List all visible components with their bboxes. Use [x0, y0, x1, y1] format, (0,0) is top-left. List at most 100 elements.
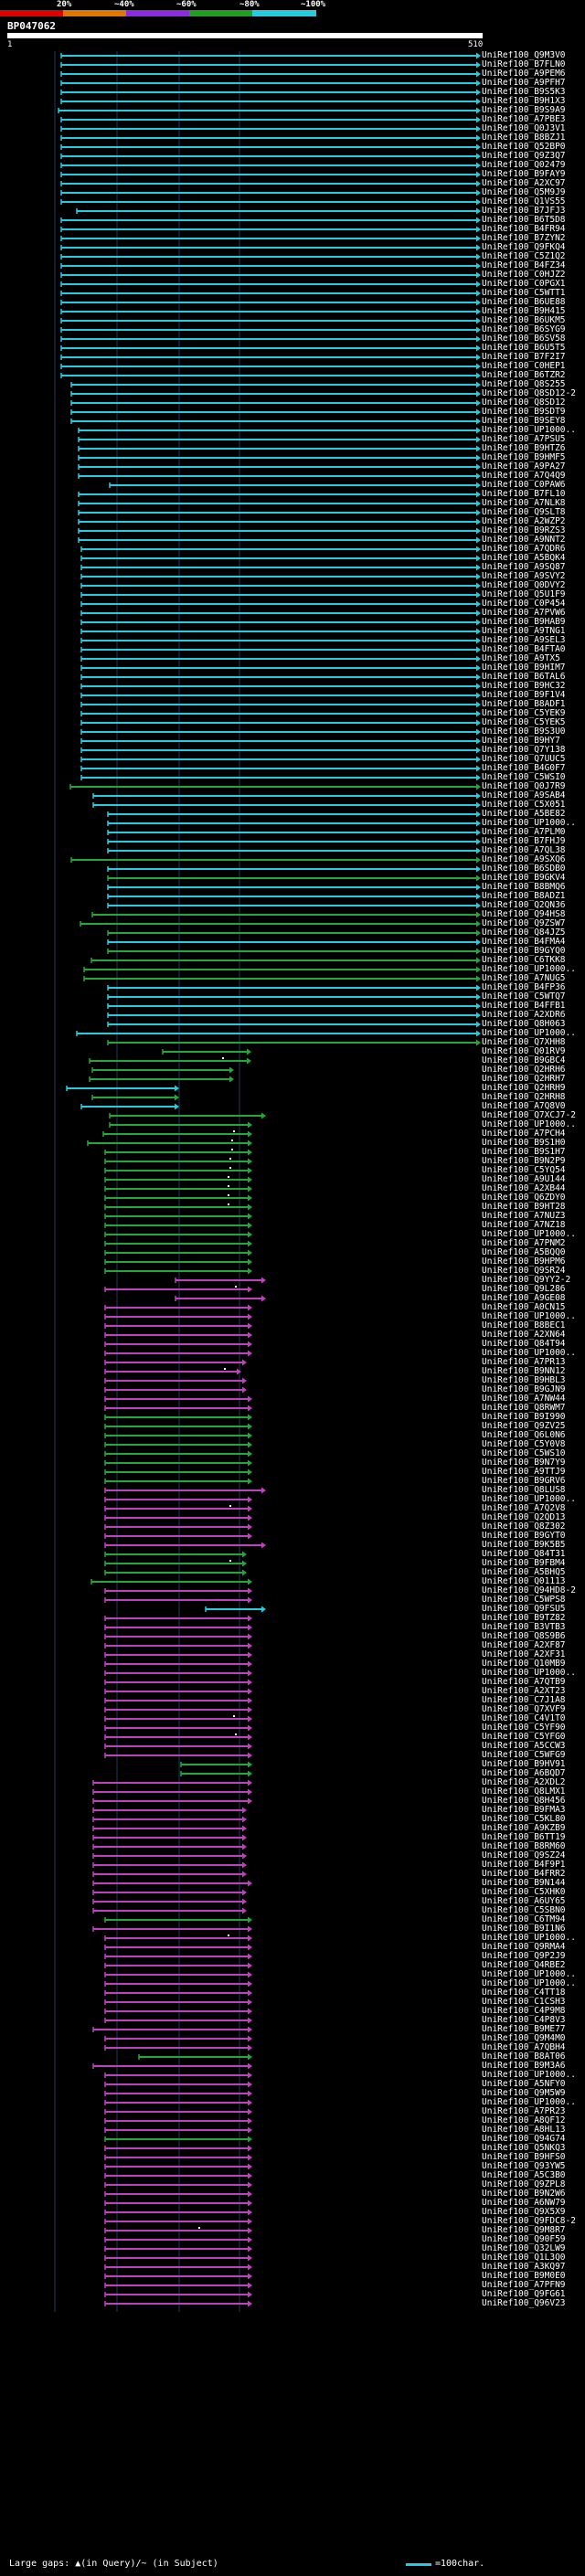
hit-label[interactable]: UniRef100_B4G0F7: [482, 763, 566, 773]
hit-label[interactable]: UniRef100_UP1000..: [482, 1494, 576, 1504]
hit-bar[interactable]: [107, 929, 481, 937]
hit-bar[interactable]: [80, 774, 481, 781]
hit-bar[interactable]: [104, 1167, 252, 1174]
hit-bar[interactable]: [92, 1861, 247, 1869]
hit-label[interactable]: UniRef100_UP1000..: [482, 1229, 576, 1239]
hit-label[interactable]: UniRef100_B7F2I7: [482, 352, 566, 362]
hit-label[interactable]: UniRef100_B4FFB1: [482, 1001, 566, 1011]
hit-label[interactable]: UniRef100_A7PNM2: [482, 1238, 566, 1248]
hit-bar[interactable]: [104, 1441, 252, 1448]
hit-bar[interactable]: [80, 710, 481, 717]
hit-bar[interactable]: [80, 564, 481, 571]
hit-bar[interactable]: [162, 1048, 251, 1055]
hit-bar[interactable]: [60, 271, 481, 279]
hit-bar[interactable]: [104, 2154, 252, 2161]
hit-label[interactable]: UniRef100_B9HIM7: [482, 663, 566, 673]
hit-bar[interactable]: [60, 290, 481, 297]
hit-bar[interactable]: [109, 1121, 252, 1129]
hit-label[interactable]: UniRef100_C5XHK0: [482, 1887, 566, 1897]
hit-bar[interactable]: [104, 2273, 252, 2280]
hit-bar[interactable]: [80, 747, 481, 754]
hit-bar[interactable]: [70, 381, 481, 388]
hit-label[interactable]: UniRef100_UP1000..: [482, 1119, 576, 1129]
hit-label[interactable]: UniRef100_C5YF90: [482, 1723, 566, 1733]
hit-bar[interactable]: [70, 399, 481, 407]
hit-label[interactable]: UniRef100_Q1VS55: [482, 196, 566, 207]
hit-bar[interactable]: [78, 427, 481, 434]
hit-label[interactable]: UniRef100_Q32LW9: [482, 2243, 566, 2253]
hit-bar[interactable]: [104, 1322, 252, 1330]
hit-label[interactable]: UniRef100_Q96V23: [482, 2298, 566, 2308]
hit-label[interactable]: UniRef100_Q6L0N6: [482, 1430, 566, 1440]
hit-bar[interactable]: [104, 1971, 252, 1978]
hit-label[interactable]: UniRef100_B6T5D8: [482, 215, 566, 225]
hit-bar[interactable]: [104, 1651, 252, 1659]
hit-bar[interactable]: [104, 2081, 252, 2088]
hit-label[interactable]: UniRef100_Q94HS8: [482, 909, 566, 919]
hit-label[interactable]: UniRef100_C5WFG9: [482, 1750, 566, 1760]
hit-bar[interactable]: [104, 2190, 252, 2198]
hit-label[interactable]: UniRef100_B7ZYN2: [482, 233, 566, 243]
hit-bar[interactable]: [80, 546, 481, 553]
hit-label[interactable]: UniRef100_A2XC97: [482, 178, 566, 188]
hit-bar[interactable]: [104, 1980, 252, 1988]
hit-bar[interactable]: [104, 1916, 252, 1924]
hit-bar[interactable]: [104, 1487, 266, 1494]
hit-bar[interactable]: [80, 600, 481, 608]
hit-label[interactable]: UniRef100_Q9Z3Q7: [482, 151, 566, 161]
hit-label[interactable]: UniRef100_Q7UUC5: [482, 754, 566, 764]
hit-label[interactable]: UniRef100_B9ME77: [482, 2024, 566, 2034]
hit-bar[interactable]: [60, 372, 481, 379]
hit-label[interactable]: UniRef100_Q90F59: [482, 2234, 566, 2244]
hit-bar[interactable]: [104, 1514, 252, 1521]
hit-label[interactable]: UniRef100_A7NZ18: [482, 1220, 566, 1230]
hit-bar[interactable]: [104, 1359, 247, 1366]
hit-bar[interactable]: [104, 2163, 252, 2170]
hit-bar[interactable]: [104, 1551, 247, 1558]
hit-bar[interactable]: [80, 765, 481, 772]
hit-label[interactable]: UniRef100_UP1000..: [482, 1668, 576, 1678]
hit-label[interactable]: UniRef100_Q84JZ5: [482, 928, 566, 938]
hit-bar[interactable]: [60, 226, 481, 233]
hit-bar[interactable]: [138, 2053, 252, 2061]
hit-bar[interactable]: [60, 171, 481, 178]
hit-label[interactable]: UniRef100_C5SBN0: [482, 1905, 566, 1915]
hit-bar[interactable]: [92, 1834, 247, 1841]
hit-label[interactable]: UniRef100_B8ADF1: [482, 699, 566, 709]
hit-label[interactable]: UniRef100_Q52BP0: [482, 142, 566, 152]
hit-bar[interactable]: [104, 1660, 252, 1668]
hit-label[interactable]: UniRef100_B9GJN9: [482, 1384, 566, 1394]
hit-label[interactable]: UniRef100_Q9M5W9: [482, 2088, 566, 2098]
hit-label[interactable]: UniRef100_A7QDR6: [482, 544, 566, 554]
hit-label[interactable]: UniRef100_B6UE88: [482, 297, 566, 307]
hit-bar[interactable]: [92, 2026, 252, 2033]
hit-bar[interactable]: [90, 957, 481, 964]
hit-bar[interactable]: [104, 2254, 252, 2262]
hit-bar[interactable]: [104, 1733, 252, 1741]
hit-label[interactable]: UniRef100_B9GKV4: [482, 873, 566, 883]
hit-bar[interactable]: [104, 1258, 252, 1266]
hit-label[interactable]: UniRef100_A9KZB9: [482, 1823, 566, 1833]
hit-bar[interactable]: [104, 1962, 252, 1969]
hit-label[interactable]: UniRef100_B9GYT0: [482, 1531, 566, 1541]
hit-label[interactable]: UniRef100_Q8Z302: [482, 1521, 566, 1532]
hit-label[interactable]: UniRef100_Q84T31: [482, 1549, 566, 1559]
hit-label[interactable]: UniRef100_C5YFG0: [482, 1732, 566, 1742]
hit-bar[interactable]: [104, 2044, 252, 2051]
hit-bar[interactable]: [80, 637, 481, 644]
hit-label[interactable]: UniRef100_A5BQQ0: [482, 1247, 566, 1257]
hit-label[interactable]: UniRef100_B6SYG9: [482, 324, 566, 334]
hit-label[interactable]: UniRef100_C0HEP1: [482, 361, 566, 371]
hit-bar[interactable]: [60, 244, 481, 251]
hit-bar[interactable]: [104, 2227, 252, 2234]
hit-bar[interactable]: [92, 1898, 247, 1905]
hit-label[interactable]: UniRef100_A5NFY0: [482, 2079, 566, 2089]
hit-label[interactable]: UniRef100_A5CCW3: [482, 1741, 566, 1751]
hit-bar[interactable]: [92, 1797, 252, 1805]
hit-label[interactable]: UniRef100_Q9L286: [482, 1284, 566, 1294]
hit-bar[interactable]: [89, 1076, 234, 1083]
hit-bar[interactable]: [80, 701, 481, 708]
hit-label[interactable]: UniRef100_A2XB44: [482, 1183, 566, 1193]
hit-bar[interactable]: [78, 500, 481, 507]
hit-label[interactable]: UniRef100_A7Q8V0: [482, 1101, 566, 1111]
